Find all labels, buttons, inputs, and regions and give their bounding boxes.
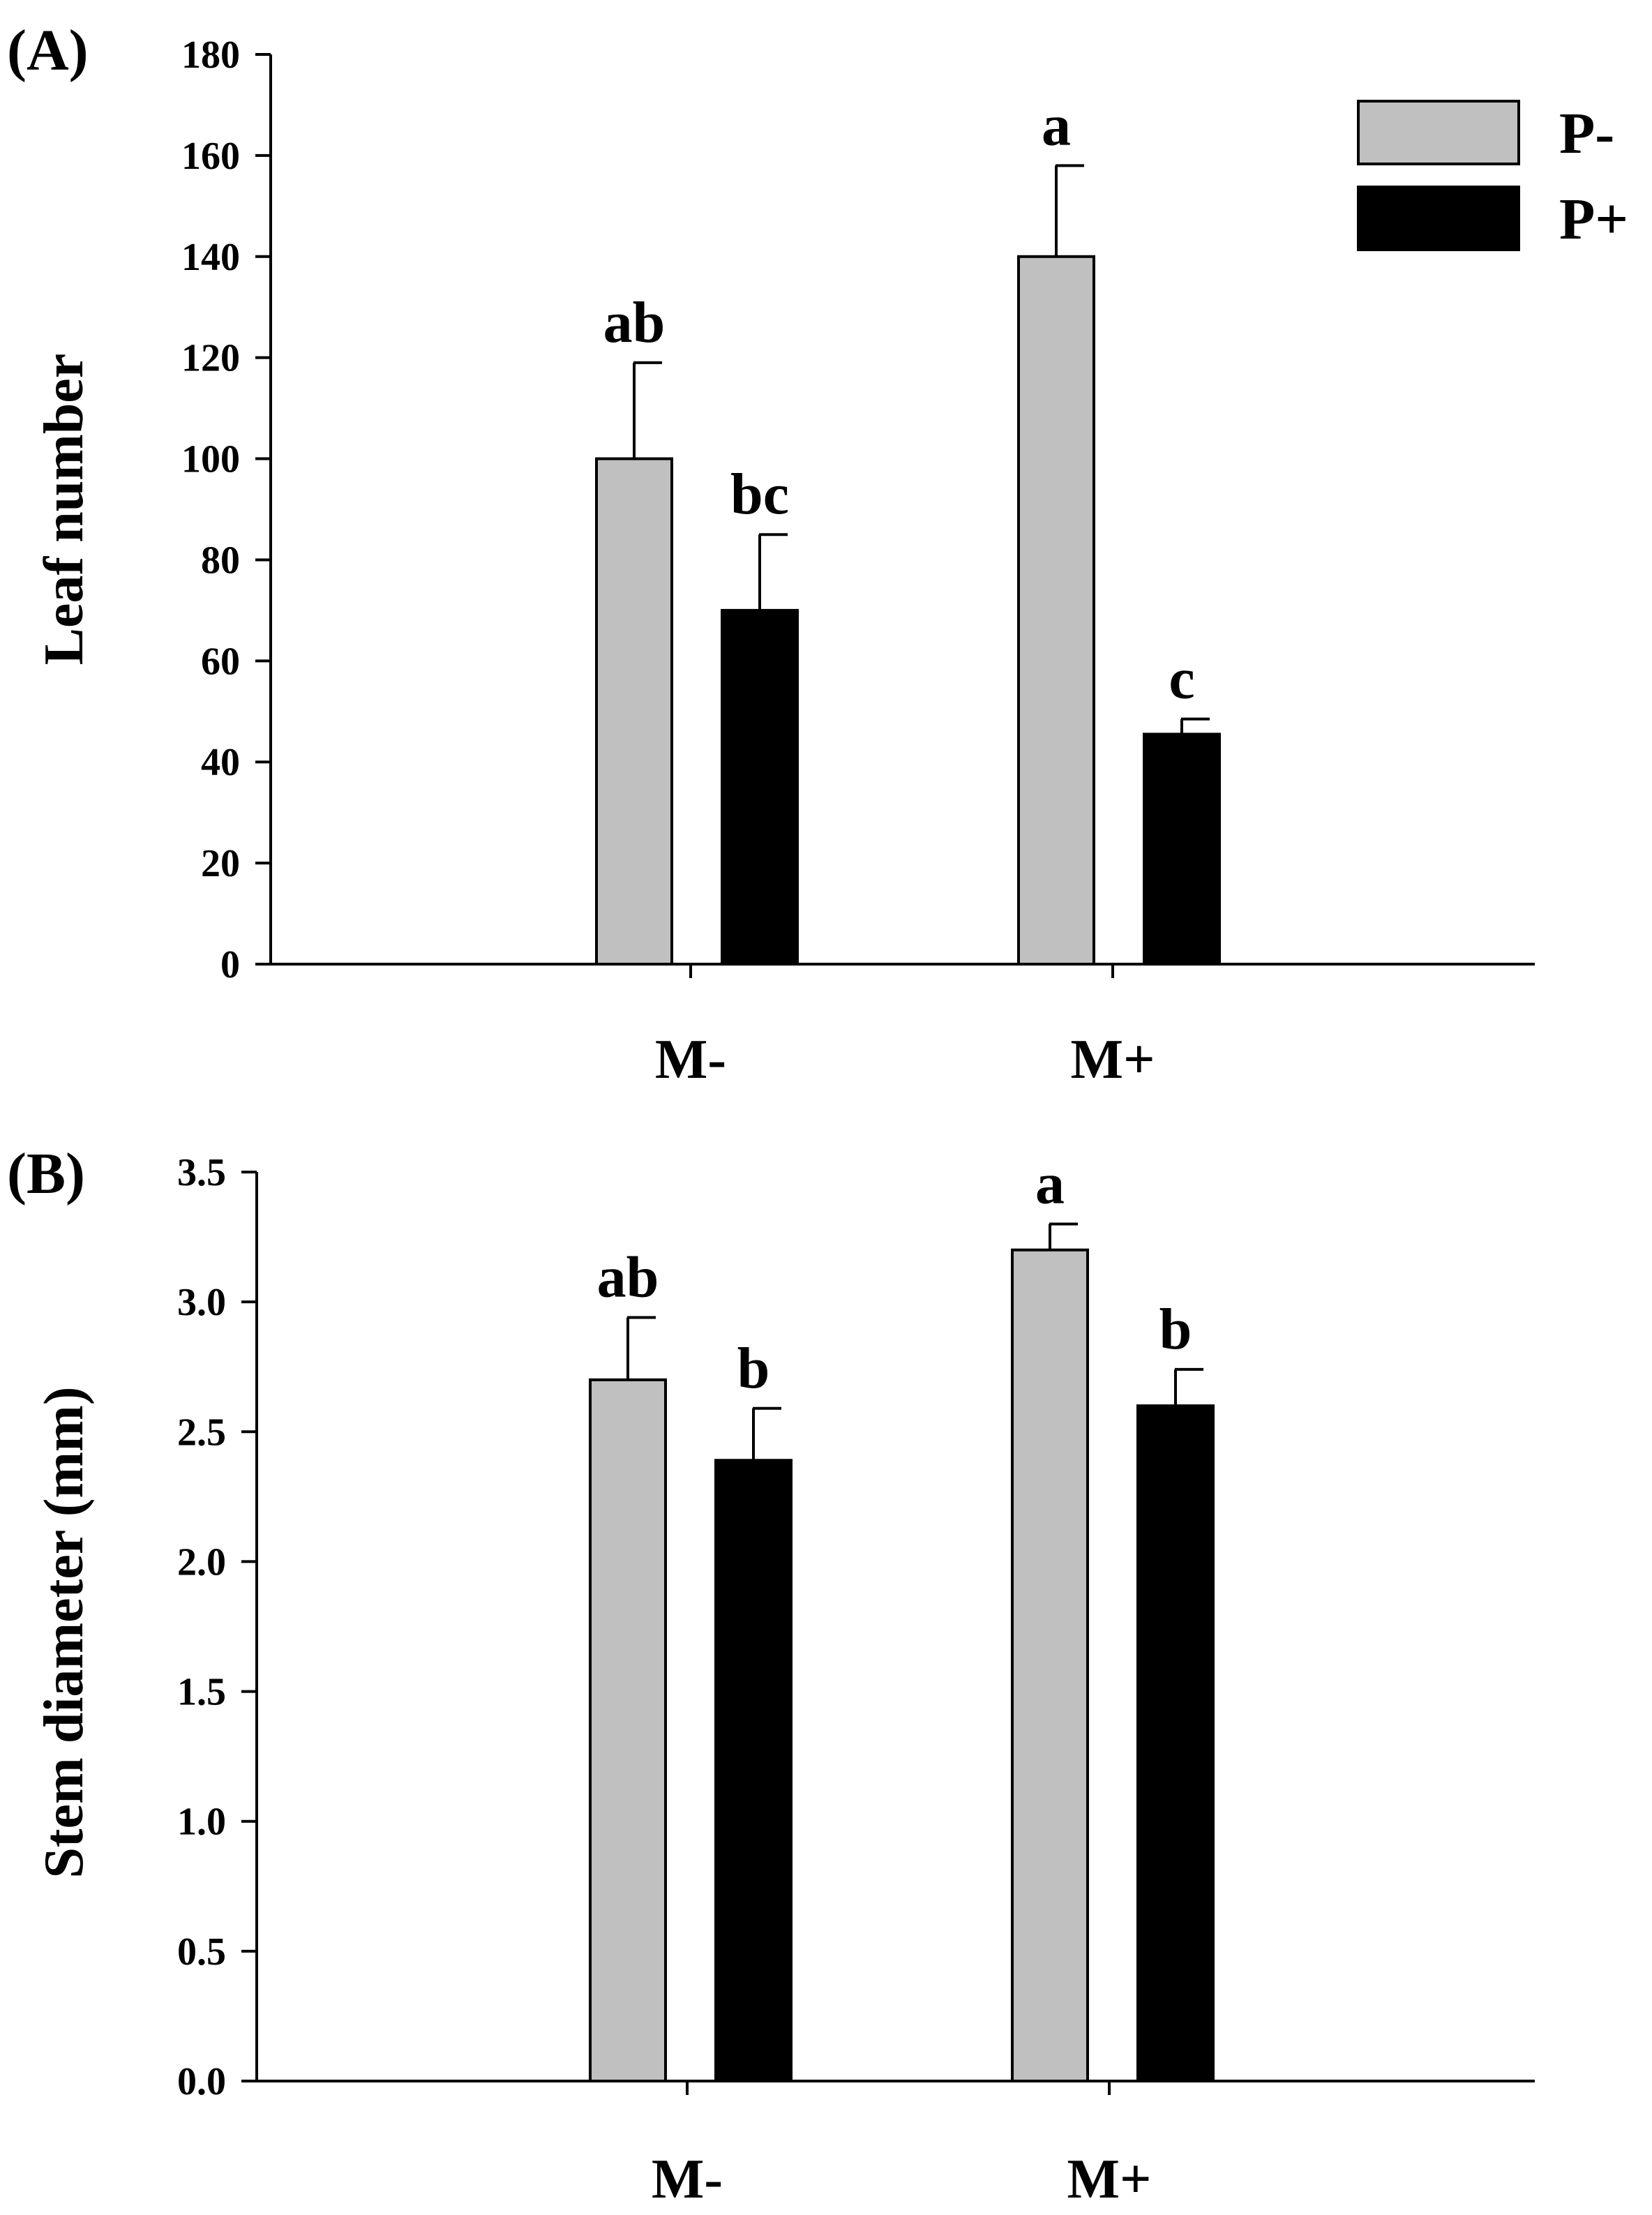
bar-pminus — [589, 1378, 667, 2083]
bar-pminus — [1017, 255, 1095, 966]
y-tick-label: 60 — [201, 640, 240, 683]
legend-label: P+ — [1559, 187, 1628, 252]
y-tick-label: 0.0 — [177, 2060, 226, 2103]
legend-label: P- — [1559, 101, 1614, 166]
y-tick-label: 120 — [181, 337, 240, 380]
panel-label: (A) — [7, 18, 89, 83]
chart-panel-a: 0 20 40 60 80 100 120 140 160 180 M- M+ ab a bc c Leaf n… — [7, 18, 1628, 1090]
significance-letter: ab — [603, 290, 666, 355]
y-tick-label: 3.5 — [177, 1151, 226, 1194]
significance-letter: a — [1035, 1151, 1065, 1216]
y-tick-label: 180 — [181, 33, 240, 77]
bar-pplus — [1143, 733, 1221, 966]
y-tick-label: 100 — [181, 438, 240, 481]
x-category-label: M- — [652, 2149, 723, 2210]
y-tick-label: 3.0 — [177, 1281, 226, 1324]
significance-letter: b — [737, 1336, 770, 1401]
legend-swatch — [1357, 186, 1520, 251]
y-tick-label: 40 — [201, 741, 240, 784]
significance-letter: b — [1159, 1297, 1192, 1362]
y-tick-label: 2.5 — [177, 1411, 226, 1454]
bar-pplus — [1136, 1404, 1215, 2082]
bar-pminus — [1011, 1248, 1089, 2082]
significance-letter: a — [1042, 93, 1071, 158]
y-tick-label: 1.5 — [177, 1671, 226, 1714]
significance-letter: bc — [730, 462, 789, 527]
x-category-label: M+ — [1067, 2149, 1151, 2210]
y-tick-label: 20 — [201, 842, 240, 885]
y-tick-label: 0.5 — [177, 1930, 226, 1974]
y-tick-label: 0 — [220, 943, 240, 986]
y-tick-label: 1.0 — [177, 1801, 226, 1844]
y-tick-label: 160 — [181, 135, 240, 178]
legend: P- P+ — [1357, 100, 1628, 252]
significance-letter: ab — [597, 1245, 659, 1309]
bar-pplus — [721, 608, 799, 966]
x-category-label: M+ — [1070, 1029, 1155, 1090]
y-tick-label: 80 — [201, 539, 240, 582]
legend-swatch — [1357, 100, 1520, 165]
significance-letter: c — [1169, 647, 1194, 712]
bar-pminus — [595, 457, 673, 966]
panel-label: (B) — [7, 1141, 85, 1206]
y-tick-label: 140 — [181, 236, 240, 279]
y-tick-label: 2.0 — [177, 1540, 226, 1584]
bar-pplus — [714, 1459, 793, 2082]
x-category-label: M- — [655, 1029, 726, 1090]
y-axis-label: Leaf number — [33, 354, 95, 666]
y-axis-label: Stem diameter (mm) — [33, 1387, 95, 1879]
